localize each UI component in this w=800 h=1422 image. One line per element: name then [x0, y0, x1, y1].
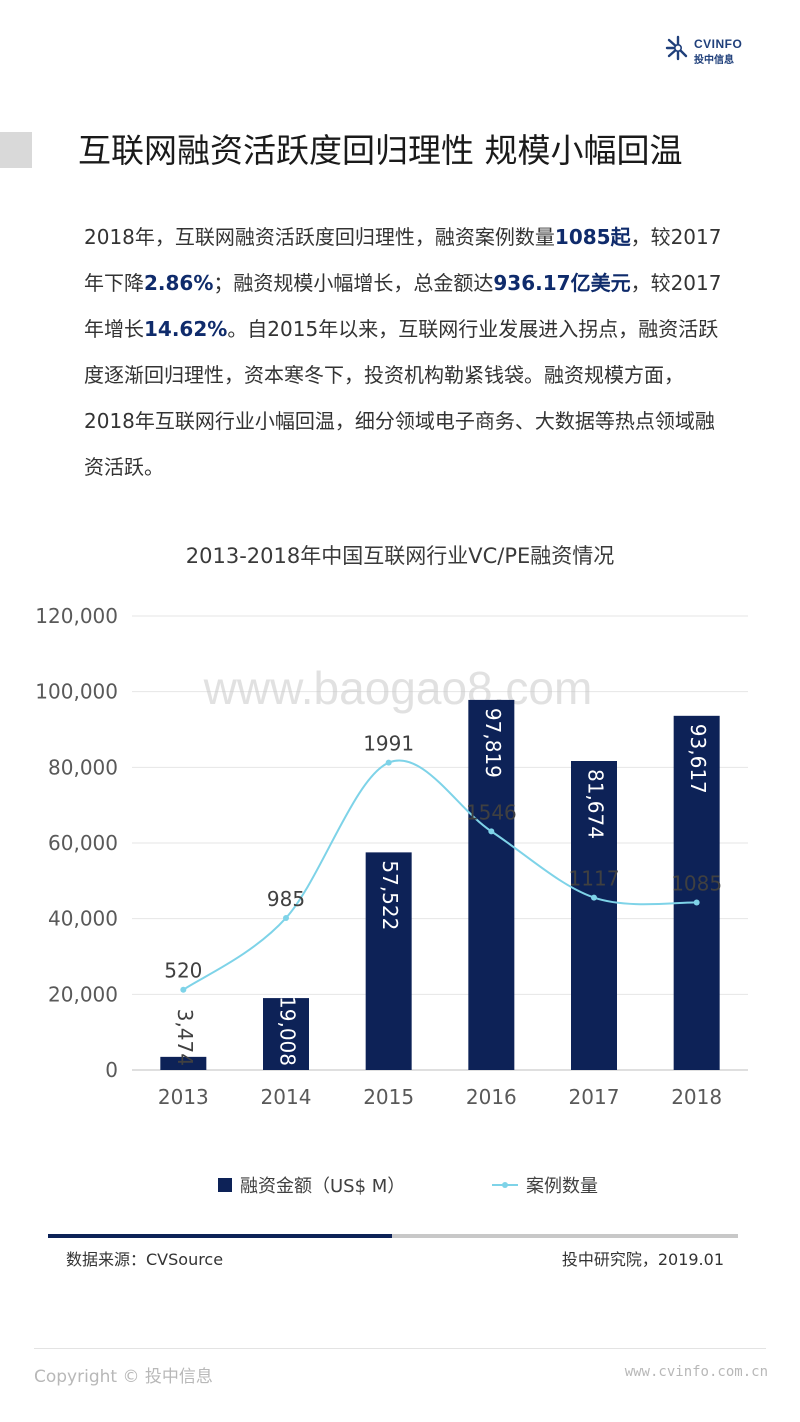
- legend-item-count: 案例数量: [492, 1172, 598, 1198]
- summary-paragraph: 2018年，互联网融资活跃度回归理性，融资案例数量1085起，较2017年下降2…: [84, 214, 734, 490]
- bar-value-label: 81,674: [584, 769, 608, 839]
- count-value-label: 1117: [569, 867, 620, 891]
- para-text-4: ，较2017年增长: [84, 271, 722, 341]
- copyright: Copyright © 投中信息: [34, 1367, 213, 1387]
- website-link[interactable]: www.cvinfo.com.cn: [624, 1364, 768, 1380]
- brand-name: CVINFO: [694, 37, 743, 51]
- count-value-label: 520: [164, 959, 202, 983]
- y-tick-label: 80,000: [48, 755, 118, 779]
- bar-value-label: 3,474: [173, 1009, 197, 1066]
- x-tick-label: 2018: [671, 1085, 722, 1109]
- source-divider-dark: [48, 1234, 392, 1238]
- legend-bar-swatch: [218, 1178, 232, 1192]
- para-text-1: 2018年，互联网融资活跃度回归理性，融资案例数量: [84, 225, 555, 249]
- count-point-2017: [591, 894, 597, 901]
- y-tick-label: 100,000: [35, 680, 118, 704]
- legend-label-count: 案例数量: [526, 1176, 598, 1197]
- bar-2016: [468, 699, 515, 1070]
- watermark-text: www.baogao8.com: [203, 662, 593, 714]
- y-tick-label: 20,000: [48, 982, 118, 1006]
- x-tick-label: 2016: [466, 1085, 517, 1109]
- para-highlight-amount: 936.17亿美元: [493, 271, 631, 295]
- count-point-2014: [283, 914, 289, 921]
- title-accent-bar: [0, 132, 32, 168]
- source-divider-light: [392, 1234, 738, 1238]
- financing-chart: 0 20,000 40,000 60,000 80,000 100,000 120,000 w…: [35, 604, 748, 1109]
- count-point-2013: [180, 986, 187, 993]
- data-source: 数据来源：CVSource: [66, 1250, 224, 1269]
- para-highlight-deals: 1085起: [554, 225, 631, 249]
- bar-value-label: 93,617: [686, 724, 710, 794]
- bar-2015: [365, 852, 412, 1070]
- bar-2014: [263, 998, 309, 1070]
- legend-line-swatch: [492, 1182, 518, 1188]
- y-tick-label: 0: [105, 1058, 118, 1082]
- bar-value-label: 57,522: [378, 860, 402, 930]
- brand-logo: CVINFO 投中信息: [664, 34, 774, 66]
- count-point-2016: [488, 828, 495, 835]
- count-value-label: 1085: [671, 872, 722, 896]
- y-tick-label: 120,000: [35, 604, 118, 628]
- x-tick-label: 2015: [363, 1085, 414, 1109]
- count-value-label: 1991: [363, 732, 414, 756]
- count-value-label: 985: [267, 887, 305, 911]
- para-text-3: ；融资规模小幅增长，总金额达: [213, 271, 494, 295]
- y-tick-label: 40,000: [48, 907, 118, 931]
- research-credit: 投中研究院，2019.01: [561, 1250, 724, 1269]
- legend-label-amount: 融资金额（US$ M）: [240, 1176, 406, 1197]
- bar-2017: [571, 761, 617, 1070]
- bar-2013: [160, 1056, 207, 1070]
- chart-title: 2013-2018年中国互联网行业VC/PE融资情况: [185, 544, 615, 568]
- y-tick-label: 60,000: [48, 831, 118, 855]
- para-highlight-growth: 14.62%: [144, 317, 228, 341]
- page-title: 互联网融资活跃度回归理性 规模小幅回温: [78, 131, 683, 170]
- bar-value-label: 19,008: [276, 996, 300, 1066]
- cvinfo-logo-icon: [665, 35, 688, 61]
- x-tick-label: 2017: [569, 1085, 620, 1109]
- footer-divider: [34, 1348, 766, 1349]
- brand-name-cn: 投中信息: [694, 55, 734, 66]
- para-highlight-decline: 2.86%: [144, 271, 214, 295]
- para-text-2: ，较2017年下降: [84, 225, 722, 295]
- para-text-5: 。自2015年以来，互联网行业发展进入拐点，融资活跃度逐渐回归理性，资本寒冬下，…: [84, 317, 719, 479]
- bar-value-label: 97,819: [481, 708, 505, 778]
- x-tick-label: 2013: [158, 1085, 209, 1109]
- count-point-2018: [693, 899, 700, 906]
- bar-2018: [673, 715, 720, 1070]
- count-point-2015: [385, 759, 392, 766]
- legend-item-amount: 融资金额（US$ M）: [218, 1172, 405, 1198]
- count-value-label: 1546: [466, 800, 517, 824]
- x-tick-label: 2014: [261, 1085, 312, 1109]
- count-line: [182, 759, 697, 991]
